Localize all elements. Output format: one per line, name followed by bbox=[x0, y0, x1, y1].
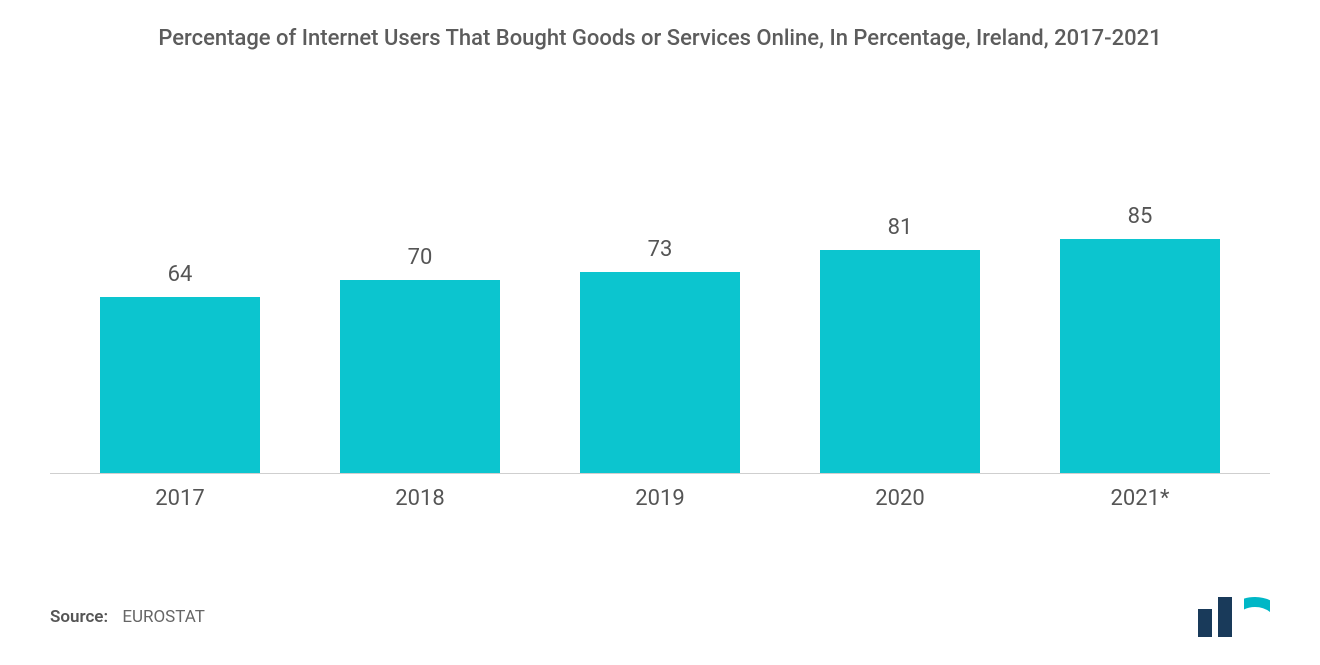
chart-footer: Source: EUROSTAT bbox=[50, 597, 1270, 637]
x-axis-label: 2019 bbox=[540, 486, 780, 511]
source-label: Source: bbox=[50, 607, 108, 627]
x-axis-label: 2021* bbox=[1020, 486, 1260, 511]
bar-group: 81 bbox=[780, 144, 1020, 473]
source-text: EUROSTAT bbox=[122, 607, 205, 627]
bar bbox=[820, 250, 980, 473]
brand-logo bbox=[1198, 597, 1270, 637]
x-axis-label: 2017 bbox=[60, 486, 300, 511]
x-axis-label: 2018 bbox=[300, 486, 540, 511]
bar bbox=[580, 272, 740, 473]
bar-chart: 64 70 73 81 85 bbox=[50, 144, 1270, 474]
x-axis-labels: 20172018201920202021* bbox=[50, 474, 1270, 511]
bar bbox=[1060, 239, 1220, 473]
bar bbox=[340, 280, 500, 473]
bar-value-label: 81 bbox=[888, 215, 913, 240]
bar-value-label: 85 bbox=[1128, 204, 1153, 229]
source-attribution: Source: EUROSTAT bbox=[50, 607, 205, 627]
chart-title: Percentage of Internet Users That Bought… bbox=[110, 24, 1210, 54]
bar-group: 85 bbox=[1020, 144, 1260, 473]
bar-group: 64 bbox=[60, 144, 300, 473]
bar-group: 73 bbox=[540, 144, 780, 473]
x-axis-label: 2020 bbox=[780, 486, 1020, 511]
logo-bar-icon bbox=[1218, 597, 1232, 637]
logo-bar-icon bbox=[1198, 609, 1212, 637]
bar-value-label: 64 bbox=[168, 262, 193, 287]
bar-value-label: 73 bbox=[648, 237, 673, 262]
bar-value-label: 70 bbox=[408, 245, 433, 270]
bar bbox=[100, 297, 260, 473]
logo-arc-icon bbox=[1238, 597, 1270, 637]
bar-group: 70 bbox=[300, 144, 540, 473]
